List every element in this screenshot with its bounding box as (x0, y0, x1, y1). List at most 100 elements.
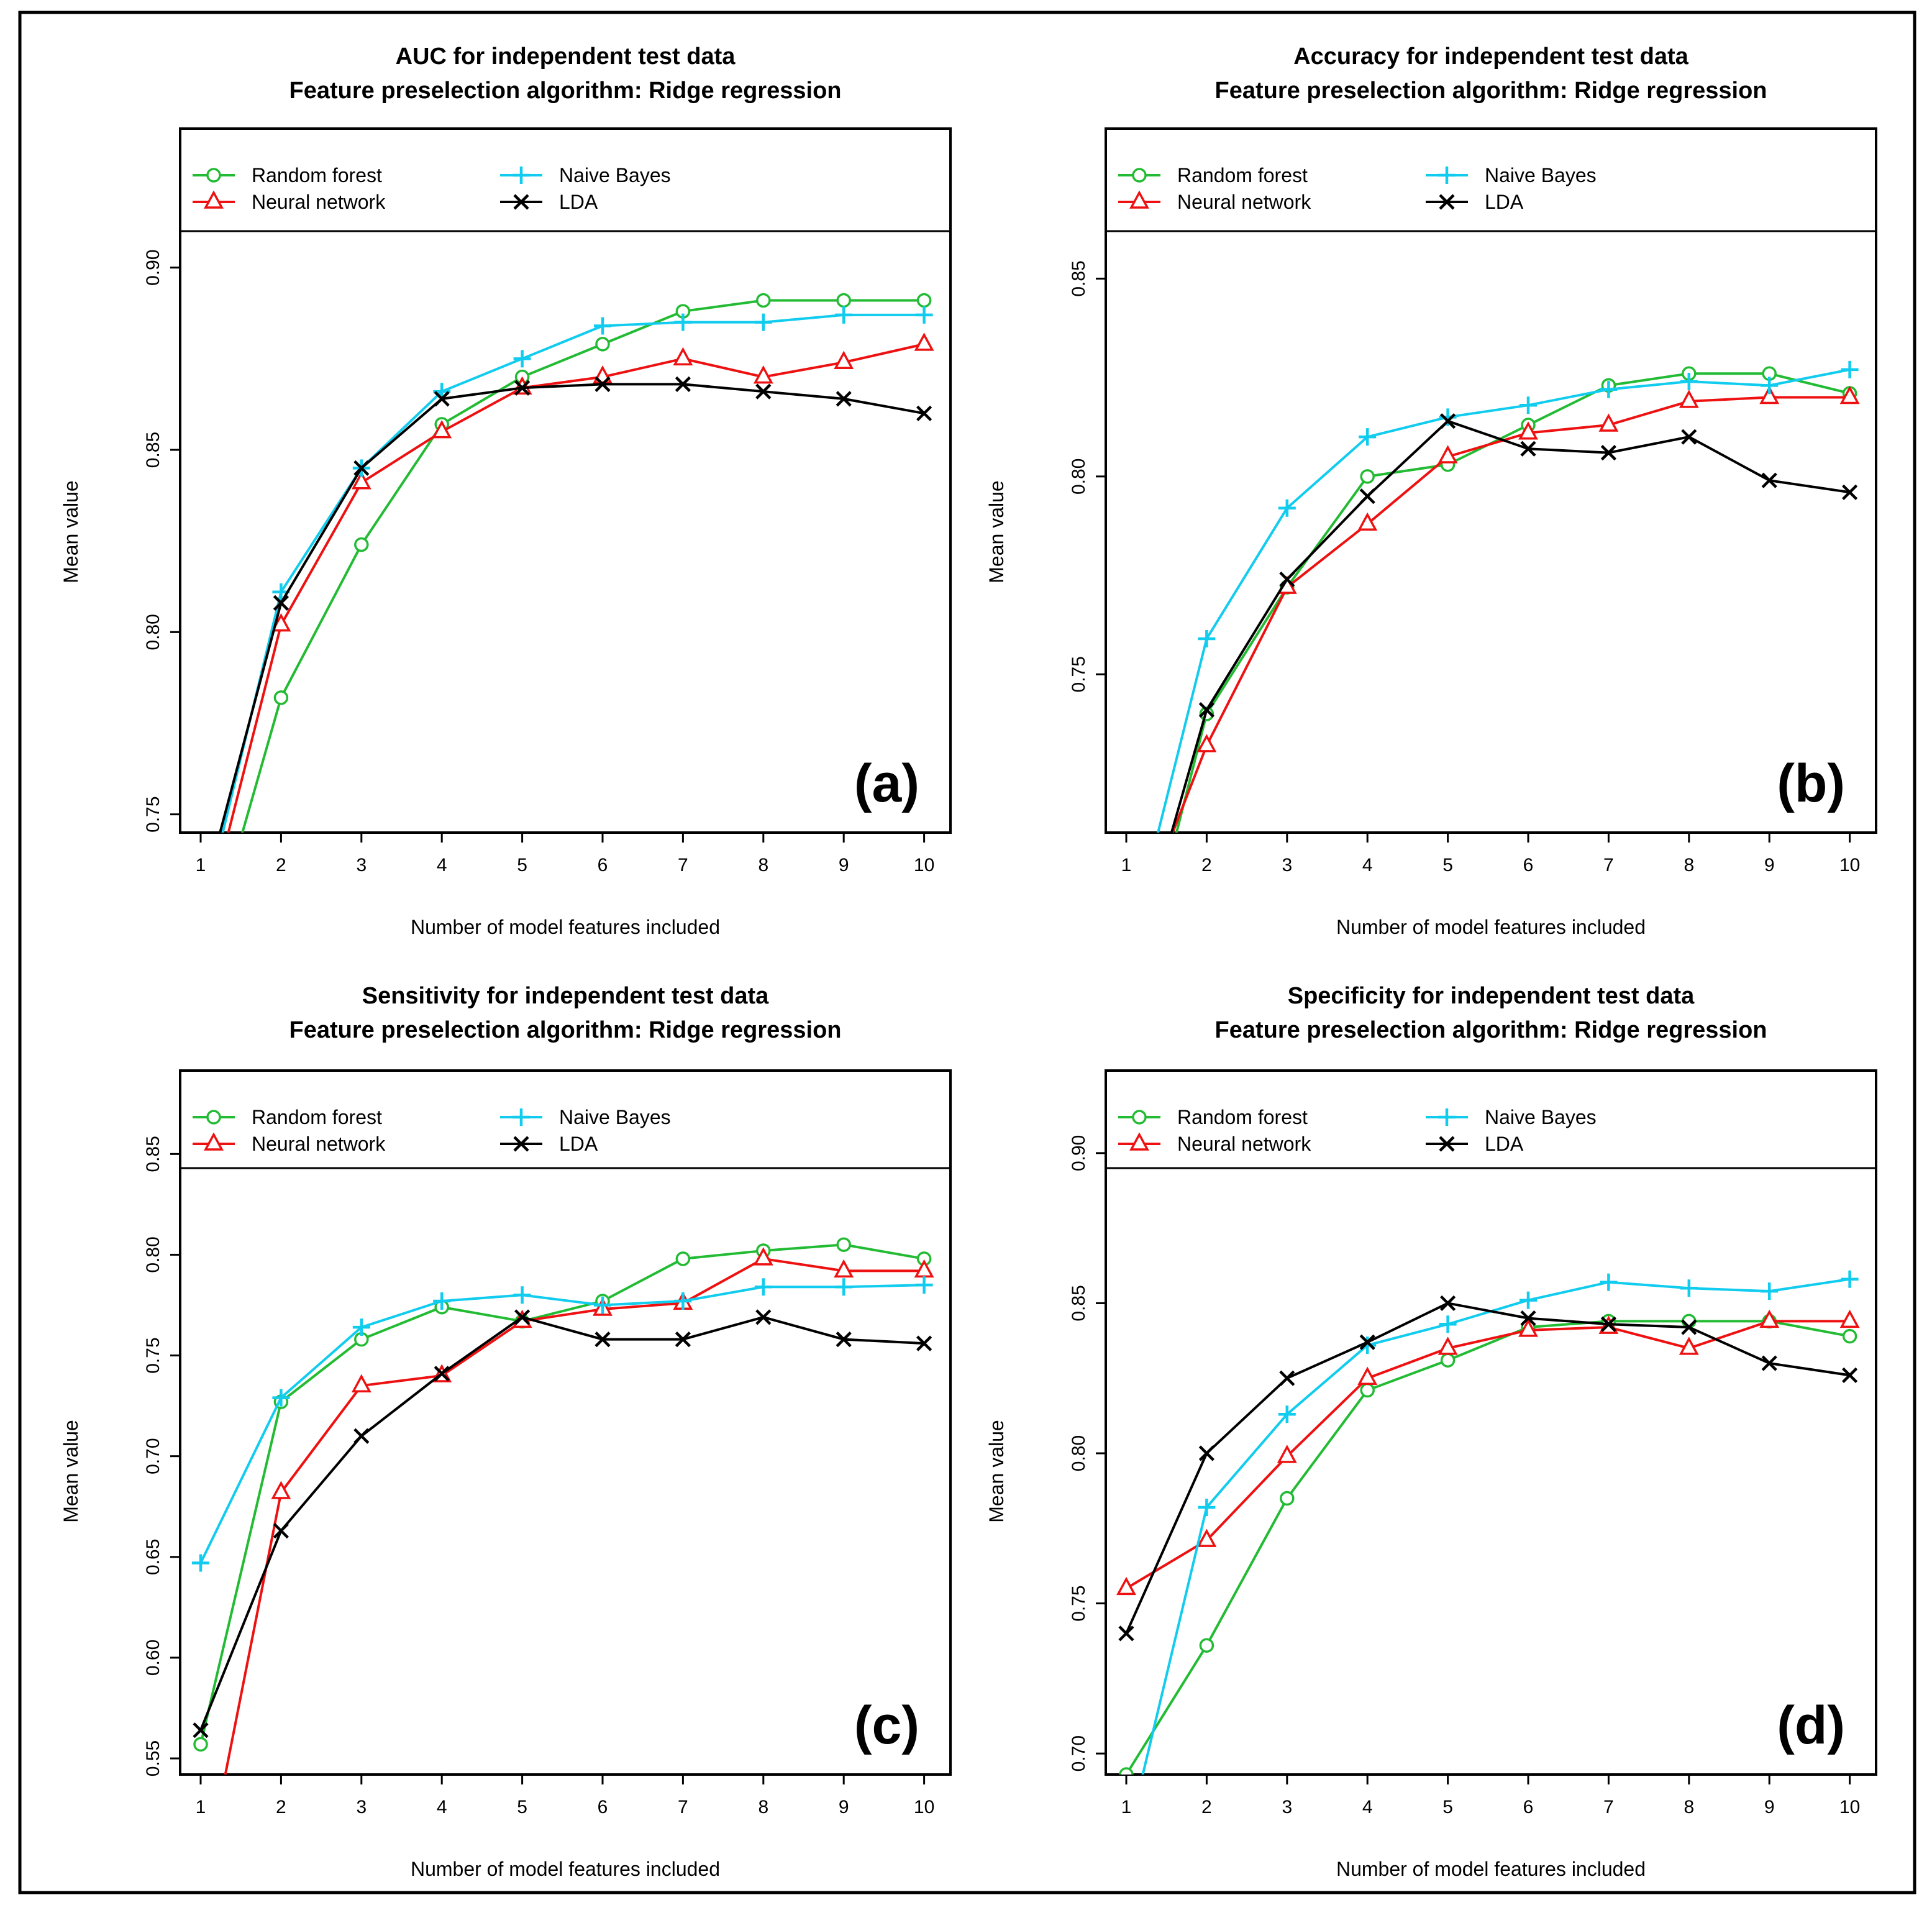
data-point (273, 690, 289, 705)
data-point (1279, 1370, 1295, 1386)
x-tick-label: 5 (517, 1797, 527, 1817)
legend-label: Random forest (1177, 164, 1308, 186)
data-point (514, 1309, 531, 1325)
data-point (1600, 380, 1618, 398)
legend-marker (206, 1110, 221, 1125)
data-point (271, 1481, 291, 1499)
x-tick-label: 2 (276, 1797, 286, 1817)
data-point (1761, 1282, 1779, 1300)
data-point (1518, 1318, 1538, 1337)
data-point (514, 380, 531, 396)
series-group (219, 293, 934, 833)
data-point (353, 460, 370, 476)
series-group (1116, 1270, 1860, 1775)
legend-label: LDA (1485, 191, 1524, 213)
series-neural-network (227, 332, 934, 833)
y-tick-label: 0.60 (143, 1640, 163, 1676)
x-tick-label: 4 (1362, 1797, 1373, 1817)
x-axis-label: Number of model features included (411, 1858, 720, 1880)
legend-marker (1439, 1136, 1455, 1152)
x-tick-label: 3 (1282, 855, 1292, 875)
data-point (836, 293, 851, 308)
legend: Random forest Neural network Naive Bayes LD… (1118, 164, 1597, 213)
panel-tag: (a) (854, 754, 919, 813)
data-point (914, 1259, 934, 1278)
data-point (1118, 951, 1135, 968)
legend-item: Naive Bayes (500, 1106, 671, 1128)
legend-marker (1129, 190, 1149, 209)
chart-panel-3: Sensitivity for independent test data Fea… (60, 983, 952, 1880)
series-random-forest (193, 1237, 932, 1752)
data-point (432, 419, 452, 439)
legend-item: LDA (1426, 1133, 1524, 1155)
data-point (836, 1237, 851, 1252)
series-group (1118, 360, 1860, 968)
data-point (1278, 499, 1296, 517)
series-line (1170, 419, 1850, 833)
data-point (1440, 413, 1456, 429)
data-point (1359, 1334, 1375, 1350)
data-point (434, 1366, 450, 1382)
data-point (756, 293, 771, 308)
legend-marker (1438, 1108, 1456, 1126)
legend-label: Random forest (252, 164, 382, 186)
data-point (674, 1292, 692, 1310)
series-naive-bayes (1141, 1270, 1859, 1775)
chart-panel-4: Specificity for independent test data Fea… (985, 983, 1877, 1880)
y-tick-label: 0.75 (1069, 656, 1089, 692)
data-point (1680, 1279, 1698, 1297)
legend-item: LDA (500, 191, 598, 213)
data-point (1118, 942, 1134, 957)
series-line (241, 299, 924, 833)
data-point (1196, 1528, 1217, 1547)
x-tick-label: 8 (1684, 855, 1694, 875)
data-point (351, 471, 371, 490)
x-tick-label: 4 (1362, 855, 1373, 875)
series-line (221, 313, 924, 833)
x-axis-label: Number of model features included (1336, 916, 1646, 938)
legend-item: Naive Bayes (1426, 164, 1597, 186)
y-axis-label: Mean value (60, 1420, 82, 1522)
legend-marker (1439, 194, 1455, 210)
x-tick-label: 7 (678, 1797, 688, 1817)
x-tick-label: 2 (1201, 1797, 1212, 1817)
data-point (1681, 1319, 1697, 1335)
figure-border (18, 11, 1916, 1894)
x-tick-label: 8 (1684, 1797, 1694, 1817)
data-point (1118, 1625, 1134, 1642)
y-tick-label: 0.75 (1069, 1585, 1089, 1621)
legend-item: Neural network (193, 190, 386, 213)
x-tick-label: 1 (1121, 1797, 1132, 1817)
data-point (594, 317, 611, 335)
data-point (753, 1247, 773, 1266)
data-point (272, 1389, 290, 1407)
x-axis-label: Number of model features included (1336, 1858, 1646, 1880)
y-axis-label: Mean value (985, 1420, 1008, 1522)
x-tick-label: 10 (914, 1797, 934, 1817)
data-point (1438, 1336, 1458, 1355)
data-point (1360, 469, 1375, 484)
data-point (1199, 1638, 1214, 1653)
data-point (595, 1332, 611, 1348)
series-line (199, 1284, 924, 1564)
data-point (834, 350, 854, 369)
legend-item: Naive Bayes (500, 164, 671, 186)
legend-marker (204, 1132, 224, 1151)
legend-label: LDA (559, 191, 598, 213)
data-point (916, 405, 932, 421)
legend-marker (1438, 167, 1456, 184)
data-point (916, 1335, 932, 1351)
data-point (754, 1278, 772, 1296)
data-point (594, 1296, 611, 1314)
legend: Random forest Neural network Naive Bayes LD… (193, 1106, 671, 1155)
data-point (351, 1374, 371, 1392)
x-tick-label: 1 (196, 855, 206, 875)
data-point (836, 391, 852, 407)
series-line (199, 1243, 924, 1745)
x-tick-label: 9 (839, 1797, 849, 1817)
data-point (914, 332, 934, 351)
legend-label: Naive Bayes (559, 1106, 671, 1128)
data-point (1198, 701, 1214, 718)
chart-subtitle: Feature preselection algorithm: Ridge re… (1215, 78, 1767, 104)
y-axis-label: Mean value (985, 480, 1008, 583)
